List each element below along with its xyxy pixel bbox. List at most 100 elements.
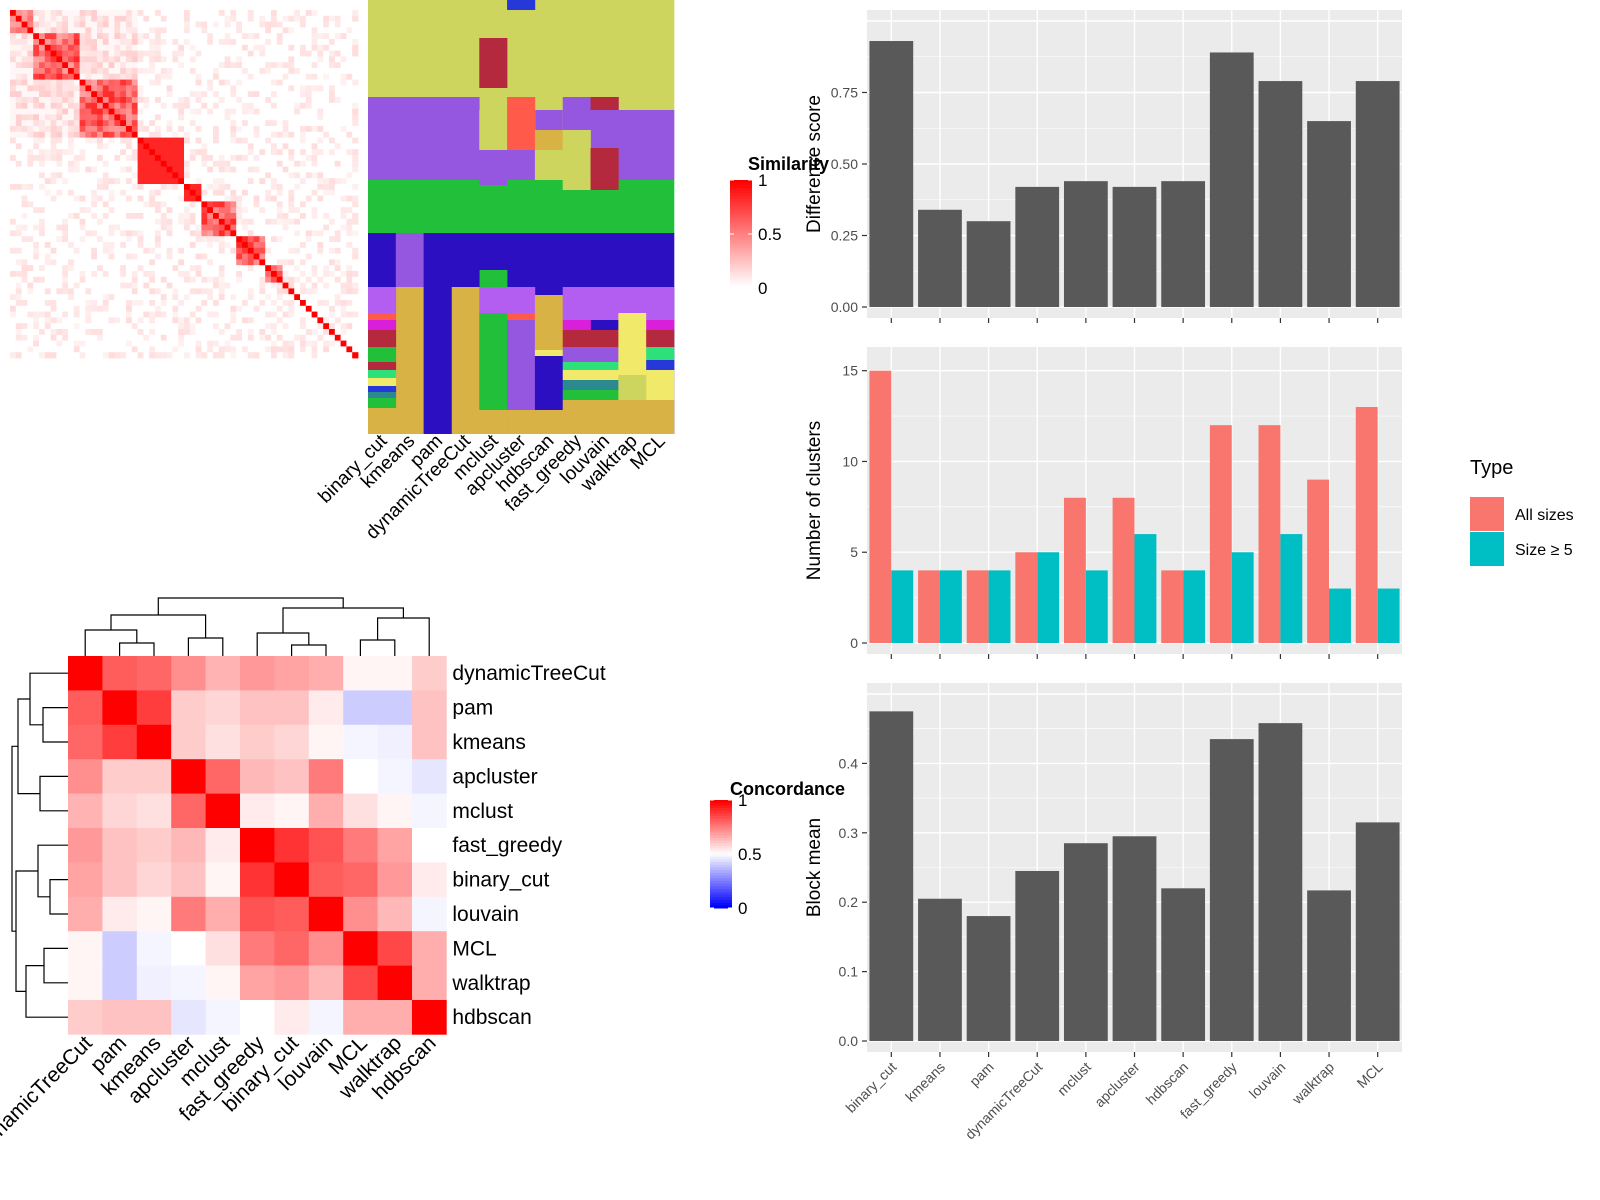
similarity-cell: [218, 166, 225, 173]
similarity-cell: [300, 79, 307, 86]
similarity-cell: [294, 311, 301, 318]
similarity-cell: [172, 160, 179, 167]
similarity-cell: [27, 247, 34, 254]
similarity-cell: [44, 131, 51, 138]
similarity-cell: [317, 56, 324, 63]
similarity-cell: [114, 178, 121, 185]
similarity-cell: [230, 114, 237, 121]
similarity-cell: [39, 73, 46, 80]
similarity-cell: [317, 329, 324, 336]
similarity-cell: [329, 265, 336, 272]
similarity-cell: [352, 201, 359, 208]
concordance-col-label: dynamicTreeCut: [0, 1032, 97, 1157]
similarity-cell: [120, 213, 127, 220]
similarity-cell: [85, 137, 92, 144]
similarity-cell: [288, 189, 295, 196]
similarity-cell: [305, 97, 312, 104]
similarity-cell: [39, 329, 46, 336]
similarity-cell: [166, 213, 173, 220]
similarity-cell: [334, 300, 341, 307]
similarity-cell: [195, 259, 202, 266]
similarity-cell: [149, 317, 156, 324]
similarity-cell: [329, 79, 336, 86]
similarity-cell: [108, 201, 115, 208]
similarity-cell: [108, 178, 115, 185]
similarity-cell: [85, 189, 92, 196]
similarity-cell: [213, 311, 220, 318]
similarity-cell: [236, 73, 243, 80]
similarity-cell: [39, 218, 46, 225]
similarity-cell: [149, 15, 156, 22]
similarity-cell: [317, 160, 324, 167]
concordance-cell: [171, 793, 206, 829]
similarity-cell: [73, 102, 80, 109]
similarity-cell: [305, 172, 312, 179]
similarity-cell: [334, 39, 341, 46]
similarity-cell: [247, 39, 254, 46]
similarity-cell: [131, 253, 138, 260]
similarity-cell: [213, 68, 220, 75]
similarity-cell: [305, 44, 312, 51]
similarity-cell: [213, 56, 220, 63]
similarity-cell: [323, 247, 330, 254]
similarity-cell: [126, 33, 133, 40]
similarity-cell: [184, 317, 191, 324]
similarity-cell: [329, 334, 336, 341]
similarity-cell: [294, 149, 301, 156]
similarity-cell: [33, 213, 40, 220]
similarity-cell: [224, 288, 231, 295]
similarity-cell: [213, 120, 220, 127]
similarity-cell: [311, 27, 318, 34]
similarity-cell: [85, 195, 92, 202]
similarity-cell: [155, 218, 162, 225]
similarity-cell: [172, 33, 179, 40]
similarity-cell: [346, 352, 353, 359]
similarity-cell: [126, 329, 133, 336]
similarity-cell: [230, 131, 237, 138]
similarity-cell: [149, 230, 156, 237]
similarity-cell: [317, 201, 324, 208]
similarity-cell: [160, 21, 167, 28]
similarity-cell: [114, 33, 121, 40]
similarity-cell: [259, 85, 266, 92]
similarity-cell: [352, 166, 359, 173]
similarity-cell: [155, 236, 162, 243]
similarity-legend-gradient-step: [730, 277, 752, 281]
similarity-cell: [247, 126, 254, 133]
similarity-cell: [271, 21, 278, 28]
similarity-cell: [62, 195, 69, 202]
similarity-cell: [91, 340, 98, 347]
similarity-cell: [108, 155, 115, 162]
similarity-cell: [102, 224, 109, 231]
similarity-cell: [10, 39, 17, 46]
similarity-cell: [189, 143, 196, 150]
similarity-cell: [230, 143, 237, 150]
concordance-cell: [136, 793, 172, 829]
similarity-cell: [201, 39, 208, 46]
similarity-cell: [253, 323, 260, 330]
similarity-cell: [44, 73, 51, 80]
similarity-cell: [21, 39, 28, 46]
similarity-cell: [201, 114, 208, 121]
similarity-cell: [108, 259, 115, 266]
similarity-cell: [195, 97, 202, 104]
similarity-cell: [317, 340, 324, 347]
similarity-cell: [50, 73, 57, 80]
similarity-cell: [166, 137, 173, 144]
similarity-cell: [62, 276, 69, 283]
similarity-legend-tick-label: 0: [758, 279, 767, 298]
similarity-cell: [276, 242, 283, 249]
similarity-cell: [207, 10, 214, 17]
legend-swatch-size5: [1470, 532, 1504, 566]
similarity-cell: [15, 114, 22, 121]
similarity-cell: [230, 224, 237, 231]
concordance-cell: [377, 1000, 413, 1035]
similarity-cell: [143, 108, 150, 115]
similarity-cell: [317, 68, 324, 75]
similarity-cell: [323, 172, 330, 179]
similarity-legend-tick-label: 0.5: [758, 225, 782, 244]
similarity-cell: [276, 207, 283, 214]
similarity-cell: [311, 85, 318, 92]
similarity-cell: [21, 27, 28, 34]
similarity-cell: [143, 230, 150, 237]
